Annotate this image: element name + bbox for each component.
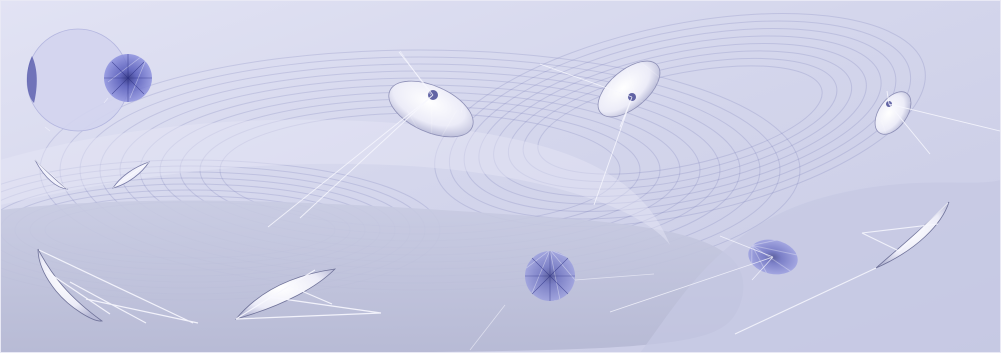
middle-highlight-band	[0, 119, 670, 245]
ellipse-disc-center-left	[267, 51, 474, 228]
radial-disc-small	[104, 54, 152, 102]
large-pale-circle	[26, 28, 130, 132]
wing-shape-bottom-left	[37, 248, 199, 324]
ellipse-disc-center-right	[539, 60, 661, 206]
wing-shape-left-upper	[34, 159, 150, 190]
ellipse-disc-right	[874, 90, 1001, 155]
wing-shape-bottom-center	[234, 268, 382, 320]
wing-shape-right	[734, 201, 950, 335]
lower-shadow-landscape	[0, 200, 744, 353]
radial-disc-bottom-center	[525, 251, 575, 301]
radial-disc-bottom-right	[609, 235, 798, 313]
thin-string-lines	[44, 50, 655, 351]
right-shadow-landscape	[640, 180, 1001, 353]
